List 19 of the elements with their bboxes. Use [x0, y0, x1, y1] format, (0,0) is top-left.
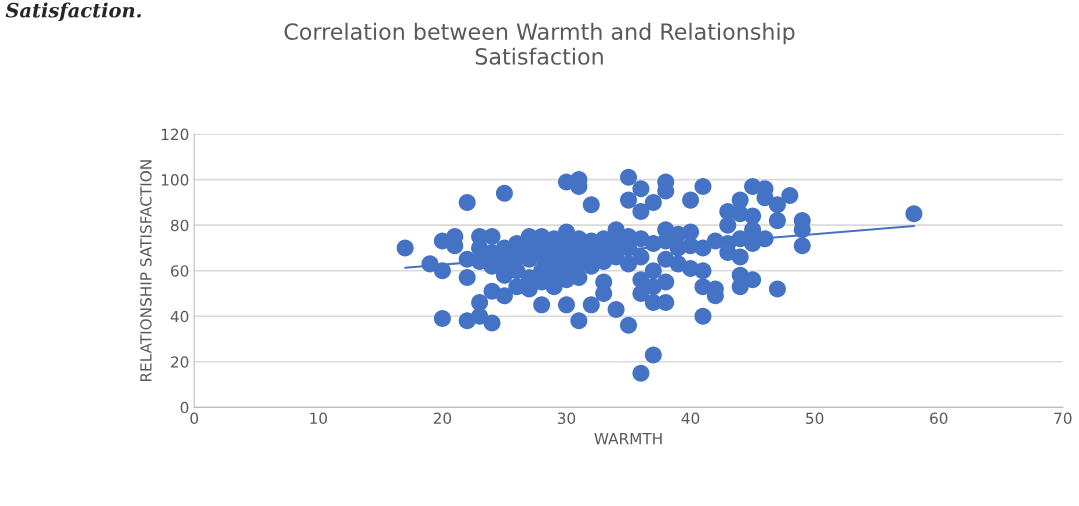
y-tick-label: 80: [170, 219, 189, 232]
y-tick-label: 0: [180, 401, 189, 414]
x-tick-label: 40: [681, 412, 700, 425]
y-tick-label: 40: [170, 310, 189, 323]
x-tick-label: 50: [806, 412, 824, 425]
x-axis-title: WARMTH: [594, 433, 662, 445]
chart-title: Correlation between Warmth and Relationship Satisfaction: [284, 22, 795, 65]
text: Satisfaction.: [5, 2, 141, 21]
x-tick-label: 30: [557, 412, 576, 425]
x-tick-label: 60: [930, 412, 948, 425]
y-tick-label: 100: [161, 174, 189, 186]
y-tick-label: 20: [171, 356, 189, 368]
y-axis-title: RELATIONSHIP SATISFACTION: [140, 160, 152, 382]
x-tick-label: 70: [1054, 412, 1072, 425]
x-tick-label: 10: [310, 412, 328, 425]
y-tick-label: 60: [170, 265, 189, 277]
x-tick-label: 0: [190, 412, 199, 425]
x-tick-label: 20: [433, 412, 452, 425]
y-tick-label: 120: [161, 128, 189, 141]
